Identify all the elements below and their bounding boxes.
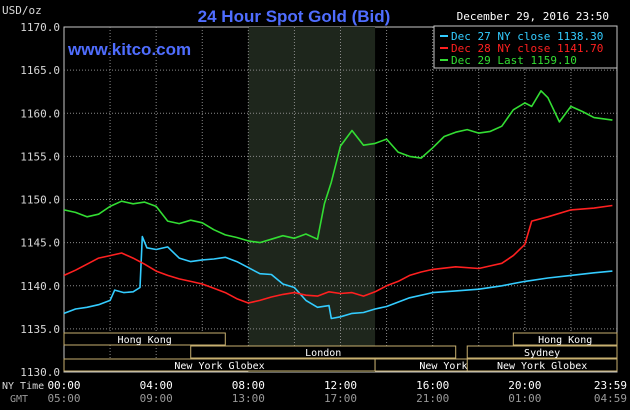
session-bar [63,332,226,346]
y-axis-ticks: 1130.0 1135.0 1140.0 1145.0 1150.0 1155.0 1160… [20,21,60,379]
y-tick-label: 1145.0 [20,237,60,250]
gmt-tick: 21:00 [416,392,449,405]
session-label: Sydney [524,348,560,359]
legend-entry: Dec 27 NY close 1138.30 [451,30,603,43]
session-label: New York Globex [497,361,587,372]
legend-entry: Dec 29 Last 1159.10 [451,54,577,67]
session-label: London [305,348,341,359]
gmt-tick: 13:00 [232,392,265,405]
gmt-tick: 17:00 [324,392,357,405]
series-line-0 [63,235,613,320]
timestamp: December 29, 2016 23:50 [457,10,609,23]
ny-time-tick: 08:00 [232,379,265,392]
chart-title: 24 Hour Spot Gold (Bid) [198,7,391,26]
ny-time-tick: 04:00 [140,379,173,392]
nymex-session-highlight [248,27,376,372]
session-label: New York Globex [174,361,264,372]
ny-time-tick: 12:00 [324,379,357,392]
y-tick-label: 1155.0 [20,150,60,163]
gmt-tick: 04:59 [594,392,627,405]
price-series [63,90,613,320]
x-axis-ticks: 00:00 04:00 08:00 12:00 16:00 20:00 23:59 05:00… [47,379,627,405]
session-label: Hong Kong [538,335,592,346]
y-tick-label: 1170.0 [20,21,60,34]
ny-time-tick: 16:00 [416,379,449,392]
nymex-highlight-band [248,27,376,372]
session-bar [466,358,618,372]
y-tick-label: 1150.0 [20,194,60,207]
y-tick-label: 1140.0 [20,280,60,293]
y-tick-label: 1135.0 [20,323,60,336]
watermark: www.kitco.com [67,40,191,59]
ny-time-label: NY Time [2,381,44,392]
ny-time-tick: 00:00 [47,379,80,392]
ny-time-tick: 20:00 [508,379,541,392]
session-bar [190,345,457,359]
legend-box [433,25,618,69]
y-unit-label: USD/oz [2,4,42,17]
y-tick-label: 1160.0 [20,107,60,120]
legend-entry: Dec 28 NY close 1141.70 [451,42,603,55]
y-tick-label: 1130.0 [20,366,60,379]
gmt-tick: 05:00 [47,392,80,405]
gmt-label: GMT [10,394,28,405]
session-bar [512,332,618,346]
gmt-tick: 09:00 [140,392,173,405]
session-label: New York NYMEX [419,361,503,372]
session-label: Hong Kong [118,335,172,346]
series-line-1 [63,204,613,304]
session-bar [466,345,618,359]
ny-time-tick: 23:59 [594,379,627,392]
gmt-tick: 01:00 [508,392,541,405]
grid-lines [64,27,617,372]
legend: Dec 27 NY close 1138.30 Dec 28 NY close … [433,25,618,69]
y-tick-label: 1165.0 [20,64,60,77]
series-line-2 [63,90,613,244]
